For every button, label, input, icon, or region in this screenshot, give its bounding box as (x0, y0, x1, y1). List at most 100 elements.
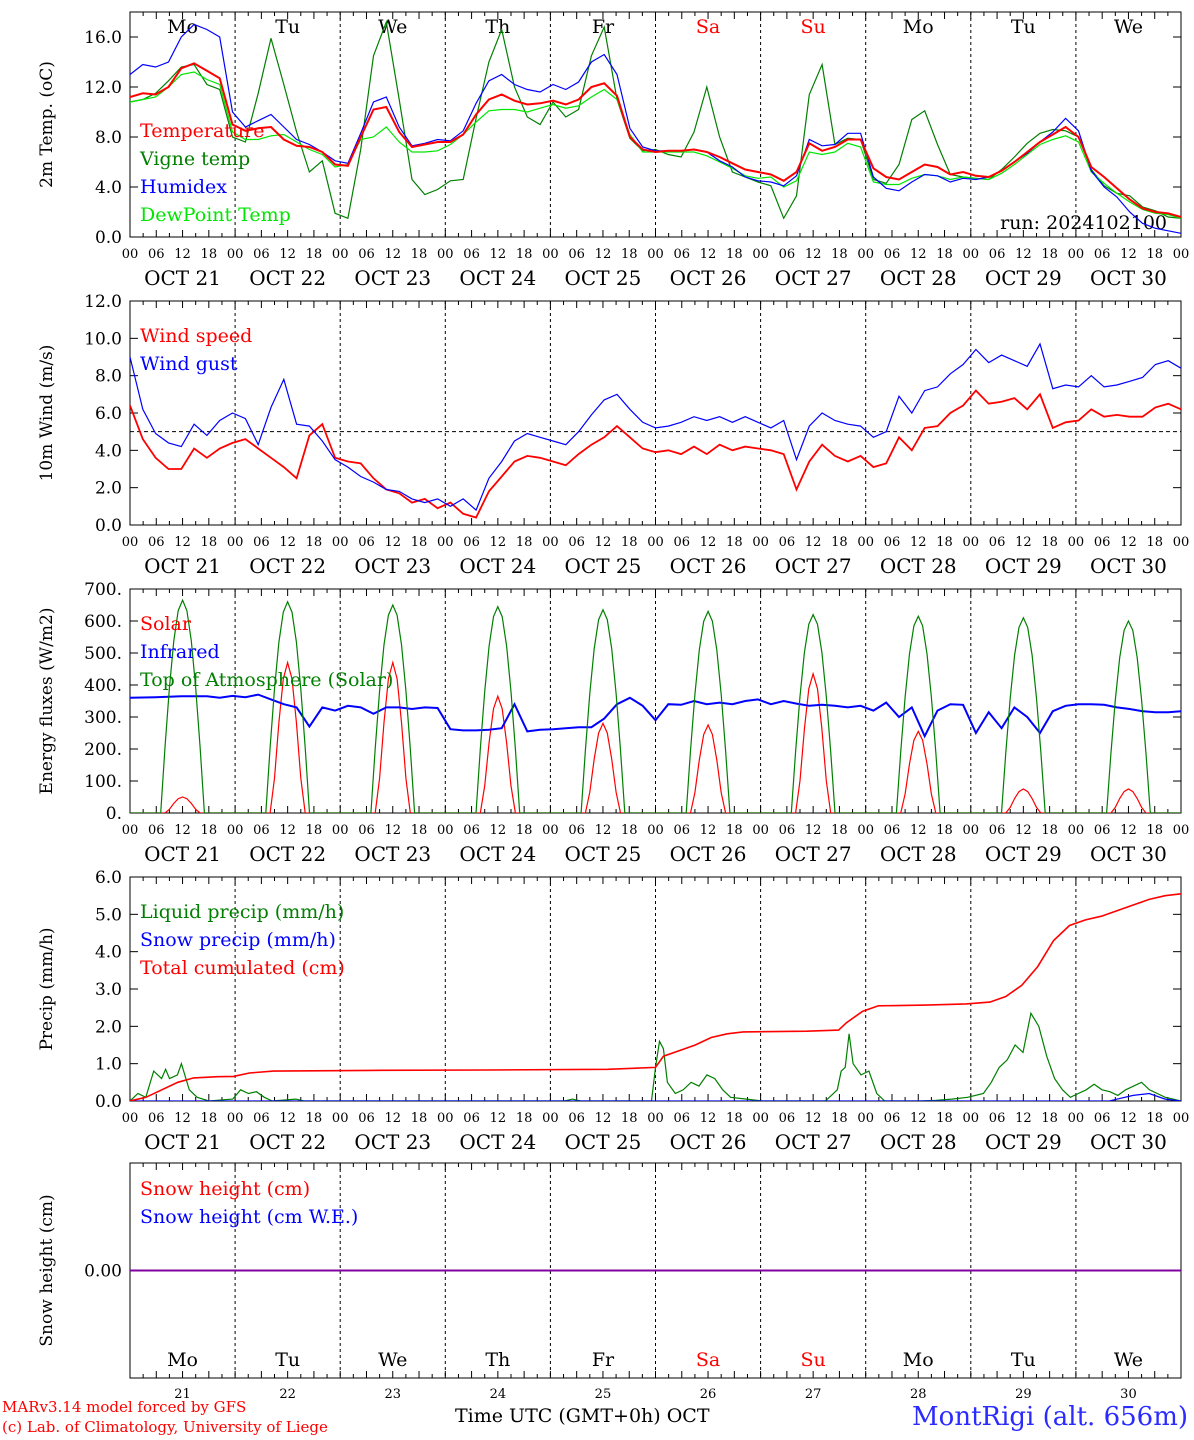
hour-tick-label: 06 (253, 1111, 270, 1126)
hour-tick-label: 06 (253, 247, 270, 262)
hour-tick-label: 06 (568, 535, 585, 550)
hour-tick-label: 06 (989, 535, 1006, 550)
hour-tick-label: 12 (384, 1111, 401, 1126)
hour-tick-label: 00 (542, 1111, 559, 1126)
date-label: OCT 26 (670, 554, 747, 578)
date-label: OCT 22 (249, 1130, 326, 1154)
hour-tick-label: 00 (122, 535, 139, 550)
hour-tick-label: 06 (148, 535, 165, 550)
date-label: OCT 30 (1090, 842, 1167, 866)
hour-tick-label: 00 (857, 1111, 874, 1126)
hour-tick-label: 18 (201, 247, 218, 262)
hour-tick-label: 06 (779, 535, 796, 550)
hour-tick-label: 12 (1015, 247, 1032, 262)
weekday-label: We (378, 16, 407, 38)
hour-tick-label: 00 (122, 823, 139, 838)
hour-tick-label: 06 (358, 535, 375, 550)
hour-tick-label: 12 (384, 247, 401, 262)
hour-tick-label: 12 (805, 1111, 822, 1126)
panel-1: 2m Temp. (oC) 0.0 4.0 8.0 12.0 16.0 Mo Tu We Th Fr… (37, 11, 1190, 290)
hour-tick-label: 12 (174, 823, 191, 838)
hour-tick-label: 18 (1041, 823, 1058, 838)
series-line-liquid-precip-mm-h- (130, 1011, 1181, 1101)
hour-tick-label: 12 (279, 535, 296, 550)
hour-tick-label: 00 (647, 535, 664, 550)
date-label: OCT 24 (459, 1130, 536, 1154)
weekday-label: Tu (275, 1349, 300, 1371)
hour-tick-label: 18 (1146, 823, 1163, 838)
hour-tick-label: 06 (463, 823, 480, 838)
hour-tick-label: 06 (358, 1111, 375, 1126)
series-line-total-cumulated-cm- (130, 893, 1181, 1101)
hour-tick-label: 00 (963, 1111, 980, 1126)
hour-tick-label: 12 (910, 823, 927, 838)
y-tick-label: 300. (84, 708, 122, 728)
hour-tick-label: 06 (989, 1111, 1006, 1126)
hour-tick-label: 18 (1041, 247, 1058, 262)
hour-tick-label: 00 (1173, 247, 1190, 262)
weekday-label: Tu (275, 16, 300, 38)
weekday-label: Mo (903, 16, 934, 38)
hour-tick-label: 06 (358, 823, 375, 838)
date-label: OCT 21 (144, 842, 221, 866)
hour-tick-label: 00 (1068, 1111, 1085, 1126)
y-tick-label: 0.0 (95, 1092, 122, 1112)
hour-tick-label: 18 (1146, 247, 1163, 262)
y-tick-label: 12.0 (84, 292, 122, 312)
date-label: OCT 21 (144, 266, 221, 290)
hour-tick-label: 00 (1173, 535, 1190, 550)
date-label: OCT 23 (354, 554, 431, 578)
hour-tick-label: 06 (989, 823, 1006, 838)
legend-entry: Temperature (140, 120, 264, 142)
hour-tick-label: 06 (674, 1111, 691, 1126)
y-axis-label: Energy fluxes (W/m2) (37, 608, 57, 795)
hour-tick-label: 18 (726, 535, 743, 550)
hour-tick-label: 12 (1120, 535, 1137, 550)
weekday-label: Th (485, 16, 510, 38)
y-axis-label: Precip (mm/h) (37, 927, 57, 1050)
legend-entry: Liquid precip (mm/h) (140, 901, 344, 923)
hour-tick-label: 06 (568, 1111, 585, 1126)
hour-tick-label: 18 (831, 1111, 848, 1126)
weekday-label: Fr (592, 1349, 615, 1371)
weekday-label: Tu (1011, 16, 1036, 38)
hour-tick-label: 18 (936, 535, 953, 550)
hour-tick-label: 12 (805, 535, 822, 550)
hour-tick-label: 00 (122, 247, 139, 262)
panel-4: Precip (mm/h) 0.0 1.0 2.0 3.0 4.0 5.0 6.0 00 06 12… (37, 868, 1189, 1154)
date-label: OCT 27 (775, 554, 852, 578)
hour-tick-label: 00 (332, 247, 349, 262)
hour-tick-label: 18 (201, 823, 218, 838)
y-tick-label: 6.0 (95, 404, 122, 424)
y-tick-label: 700. (84, 580, 122, 600)
y-tick-label: 400. (84, 676, 122, 696)
hour-tick-label: 06 (358, 247, 375, 262)
hour-tick-label: 12 (700, 535, 717, 550)
weekday-label: Su (801, 16, 826, 38)
hour-tick-label: 06 (463, 1111, 480, 1126)
date-label: OCT 27 (775, 842, 852, 866)
hour-tick-label: 12 (279, 247, 296, 262)
legend-entry: Solar (140, 613, 192, 635)
hour-tick-label: 06 (884, 535, 901, 550)
hour-tick-label: 12 (910, 535, 927, 550)
date-label: OCT 27 (775, 1130, 852, 1154)
date-label: OCT 28 (880, 266, 957, 290)
y-tick-label: 2.0 (95, 479, 122, 499)
date-label: OCT 28 (880, 1130, 957, 1154)
y-axis-label: 10m Wind (m/s) (37, 345, 57, 482)
series-line-infrared (130, 693, 1181, 739)
date-label: OCT 28 (880, 842, 957, 866)
hour-tick-label: 12 (1120, 247, 1137, 262)
panel-2: 10m Wind (m/s) 0.0 2.0 4.0 6.0 8.0 10.0 12.0 00 0… (37, 292, 1189, 578)
legend-entry: Wind gust (140, 353, 238, 375)
legend-entry: Wind speed (140, 325, 252, 347)
run-annotation: run: 2024102100 (1000, 212, 1167, 234)
hour-tick-label: 18 (516, 535, 533, 550)
copyright-text: (c) Lab. of Climatology, University of L… (2, 1418, 328, 1436)
hour-tick-label: 00 (437, 823, 454, 838)
legend-entry: Total cumulated (cm) (140, 957, 345, 979)
hour-tick-label: 18 (201, 1111, 218, 1126)
hour-tick-label: 18 (621, 247, 638, 262)
